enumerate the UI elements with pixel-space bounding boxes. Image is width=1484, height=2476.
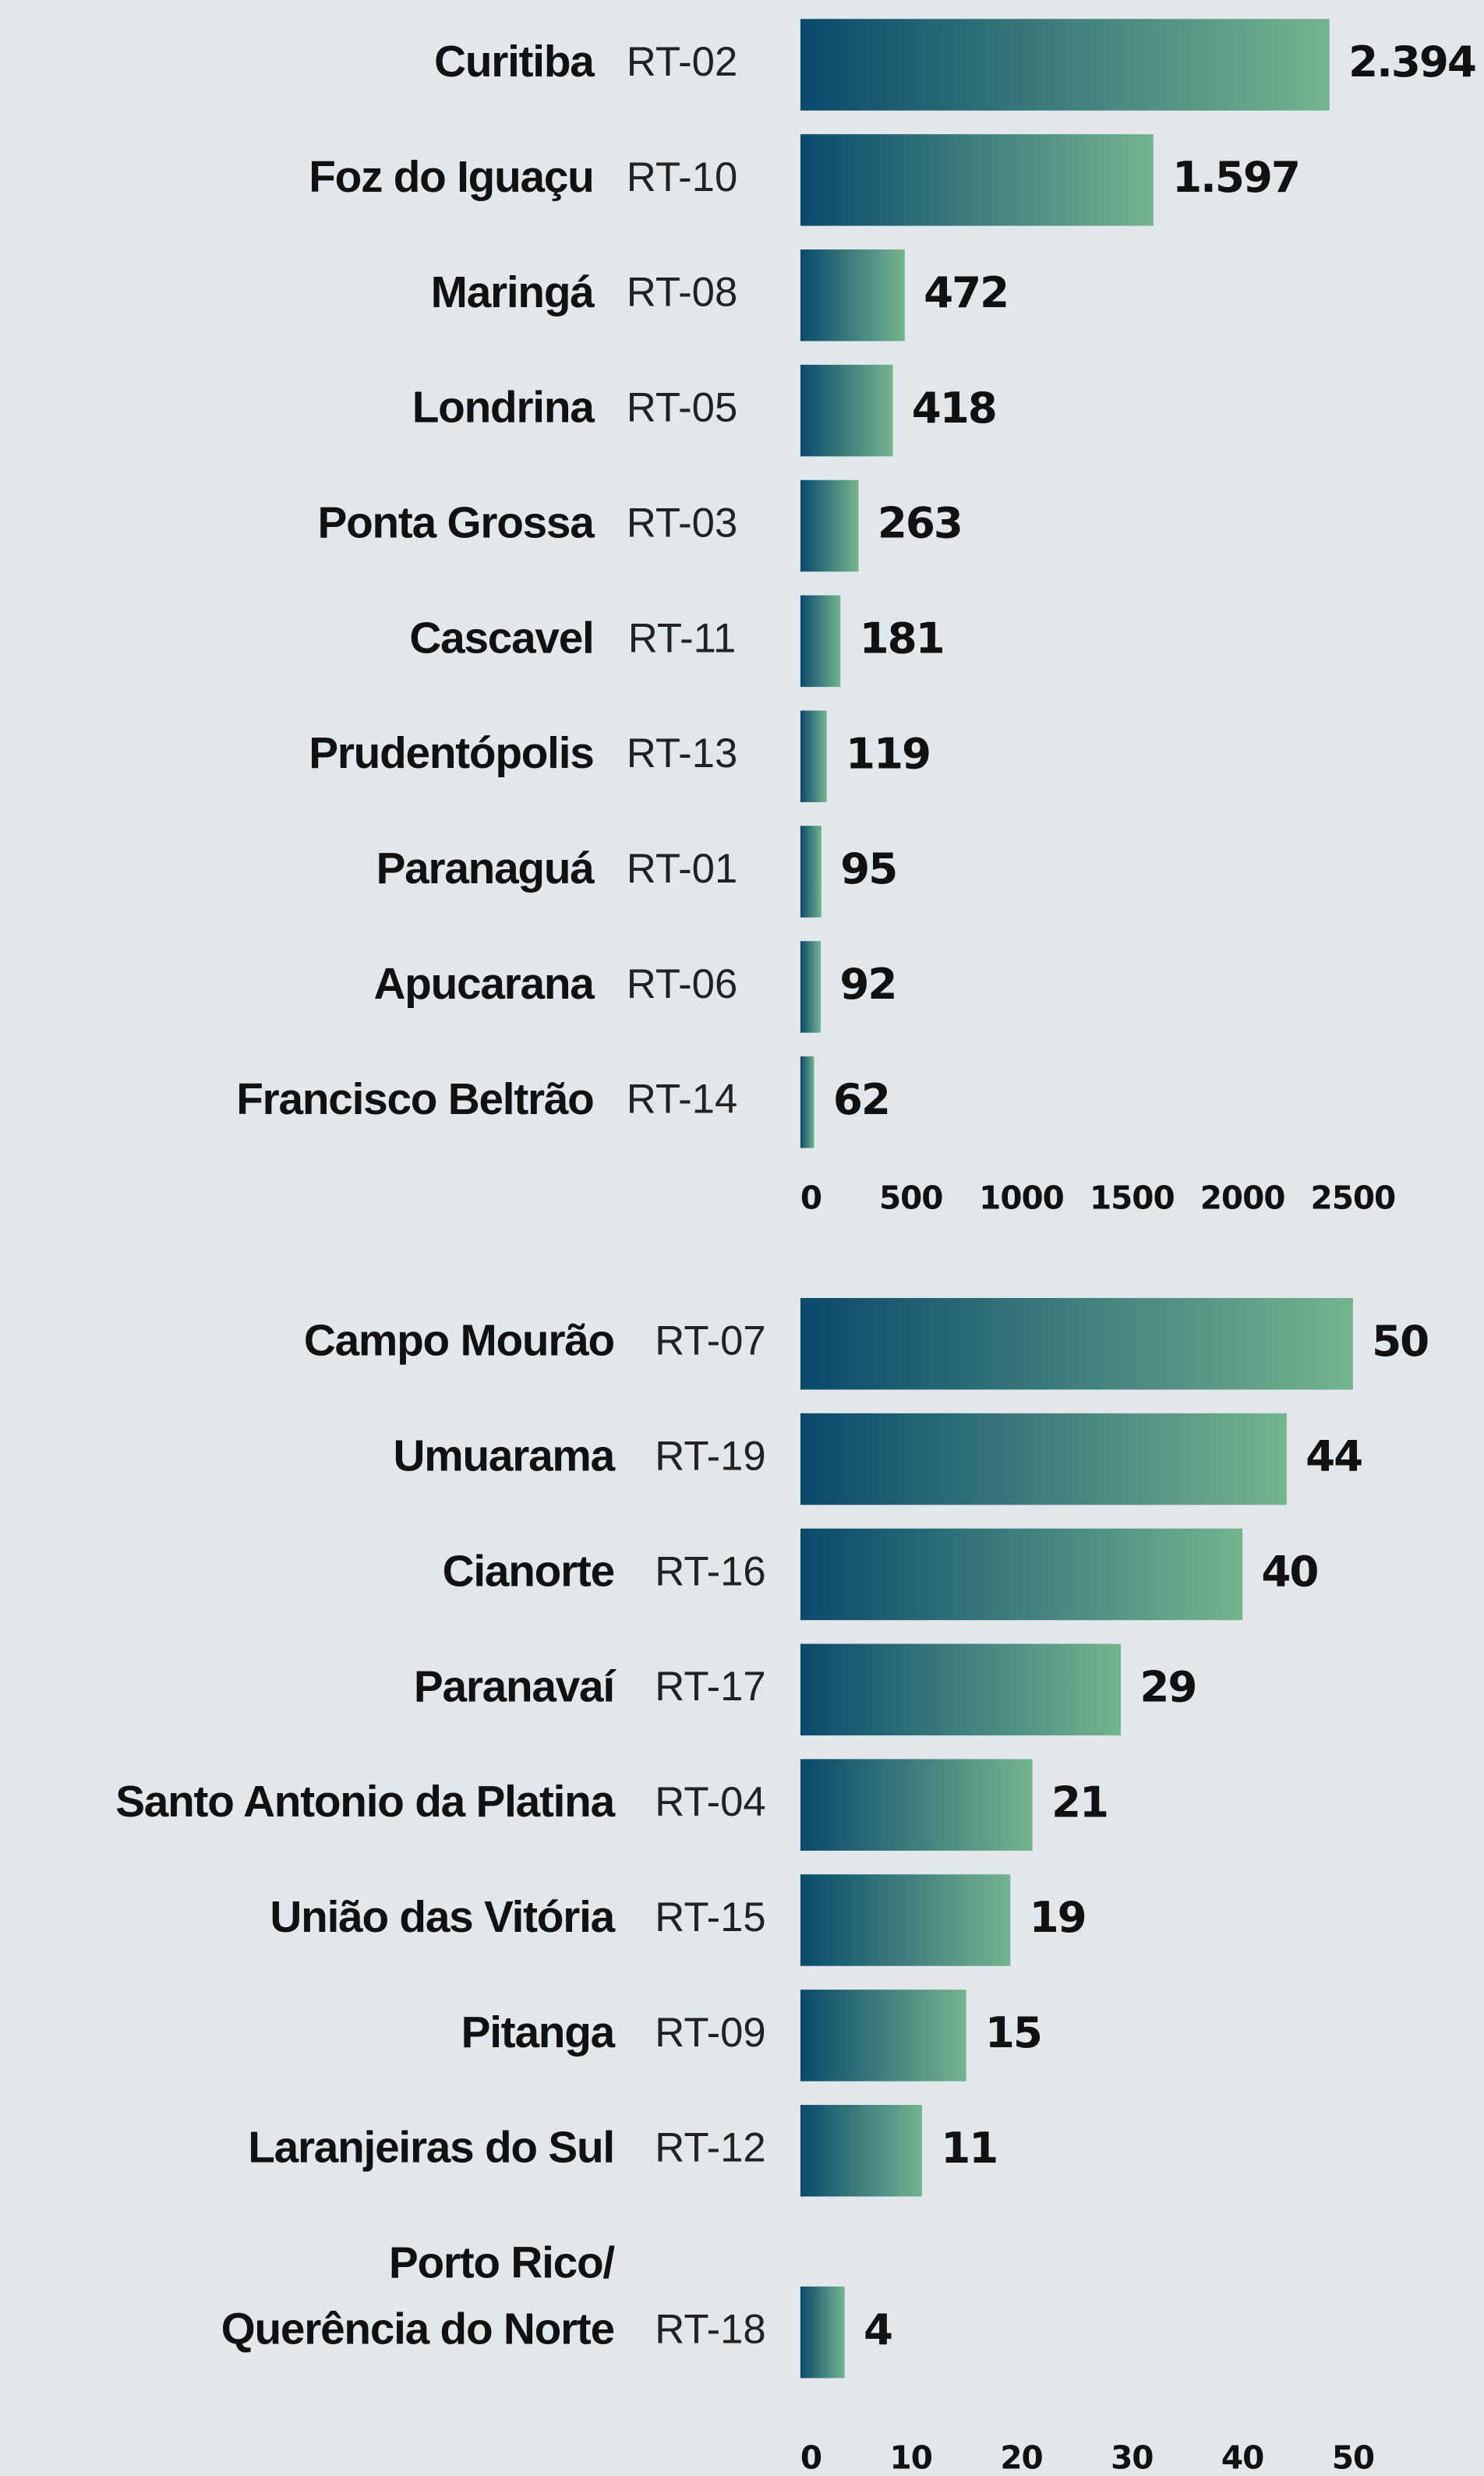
region-code: RT-15 [655,1894,765,1940]
x-tick-label: 2000 [1200,1179,1285,1216]
bar [800,826,822,918]
bar [800,1759,1033,1851]
bar [800,941,822,1033]
x-tick-label: 500 [879,1179,943,1216]
value-label: 40 [1261,1547,1317,1597]
x-tick-label: 40 [1221,2439,1263,2476]
value-label: 418 [912,383,996,433]
value-label: 92 [839,959,896,1009]
category-label: Ponta Grossa [317,498,595,547]
region-code: RT-01 [627,846,737,892]
value-label: 95 [840,844,896,893]
bar [800,1056,814,1148]
value-label: 19 [1030,1892,1086,1942]
region-code: RT-17 [655,1664,765,1710]
region-code: RT-02 [627,39,737,85]
bar [800,1413,1287,1505]
category-label: Paranaguá [376,844,595,893]
x-tick-label: 50 [1332,2439,1374,2476]
category-label: Francisco Beltrão [236,1075,593,1124]
region-code: RT-11 [628,615,737,661]
x-tick-label: 10 [890,2439,932,2476]
value-label: 4 [864,2304,892,2354]
value-label: 1.597 [1172,152,1299,202]
x-tick-label: 30 [1111,2439,1153,2476]
value-label: 62 [833,1074,889,1124]
value-label: 2.394 [1348,37,1475,87]
bar [800,19,1330,111]
value-label: 50 [1372,1316,1428,1366]
category-label: Laranjeiras do Sul [248,2124,614,2173]
bar [800,1874,1011,1966]
x-tick-label: 0 [800,2439,822,2476]
bar [800,1643,1122,1736]
bar [800,134,1154,226]
category-label: Curitiba [434,37,595,87]
value-label: 44 [1306,1431,1362,1481]
category-label: Paranavaí [414,1662,617,1711]
x-tick-label: 20 [1000,2439,1042,2476]
region-code: RT-14 [627,1077,737,1123]
region-code: RT-07 [655,1318,765,1364]
region-code: RT-03 [627,500,737,546]
category-label: Campo Mourão [304,1317,614,1366]
region-code: RT-06 [627,961,737,1007]
value-label: 21 [1051,1777,1108,1827]
category-label: Pitanga [461,2008,616,2057]
region-code: RT-10 [627,154,737,200]
value-label: 29 [1140,1661,1196,1711]
bar [800,595,841,688]
bar [800,1528,1243,1621]
x-tick-label: 2500 [1311,1179,1396,1216]
bar [800,2105,922,2197]
region-code: RT-18 [655,2307,765,2353]
value-label: 472 [924,267,1008,317]
region-code: RT-12 [655,2125,765,2171]
x-tick-label: 1000 [979,1179,1064,1216]
value-label: 263 [878,498,962,548]
bar [800,479,859,572]
x-tick-label: 0 [800,1179,822,1216]
value-label: 119 [846,728,930,778]
category-label: União das Vitória [270,1893,615,1942]
region-code: RT-05 [627,385,737,431]
category-label: Cianorte [443,1547,614,1596]
category-label: Apucarana [373,960,595,1009]
bar [800,249,905,341]
bar [800,710,827,802]
bar [800,2286,845,2379]
region-code: RT-09 [655,2010,765,2056]
category-label: Prudentópolis [309,729,593,778]
x-tick-label: 1500 [1090,1179,1175,1216]
category-label: Umuarama [394,1432,616,1481]
category-label: Santo Antonio da Platina [115,1777,615,1827]
category-label: Foz do Iguaçu [309,153,593,202]
region-code: RT-19 [655,1433,765,1479]
category-label: Porto Rico/Querência do Norte [221,2239,616,2354]
bar [800,1990,966,2082]
region-code: RT-04 [655,1779,765,1825]
bar [800,364,893,457]
value-label: 15 [985,2007,1041,2057]
region-code: RT-08 [627,270,737,316]
region-code: RT-13 [627,730,737,776]
region-code: RT-16 [655,1548,765,1594]
value-label: 11 [941,2123,997,2173]
category-label: Londrina [412,384,595,433]
category-label: Cascavel [409,614,593,663]
bar [800,1297,1353,1390]
category-label: Maringá [431,268,595,317]
value-label: 181 [860,613,944,663]
